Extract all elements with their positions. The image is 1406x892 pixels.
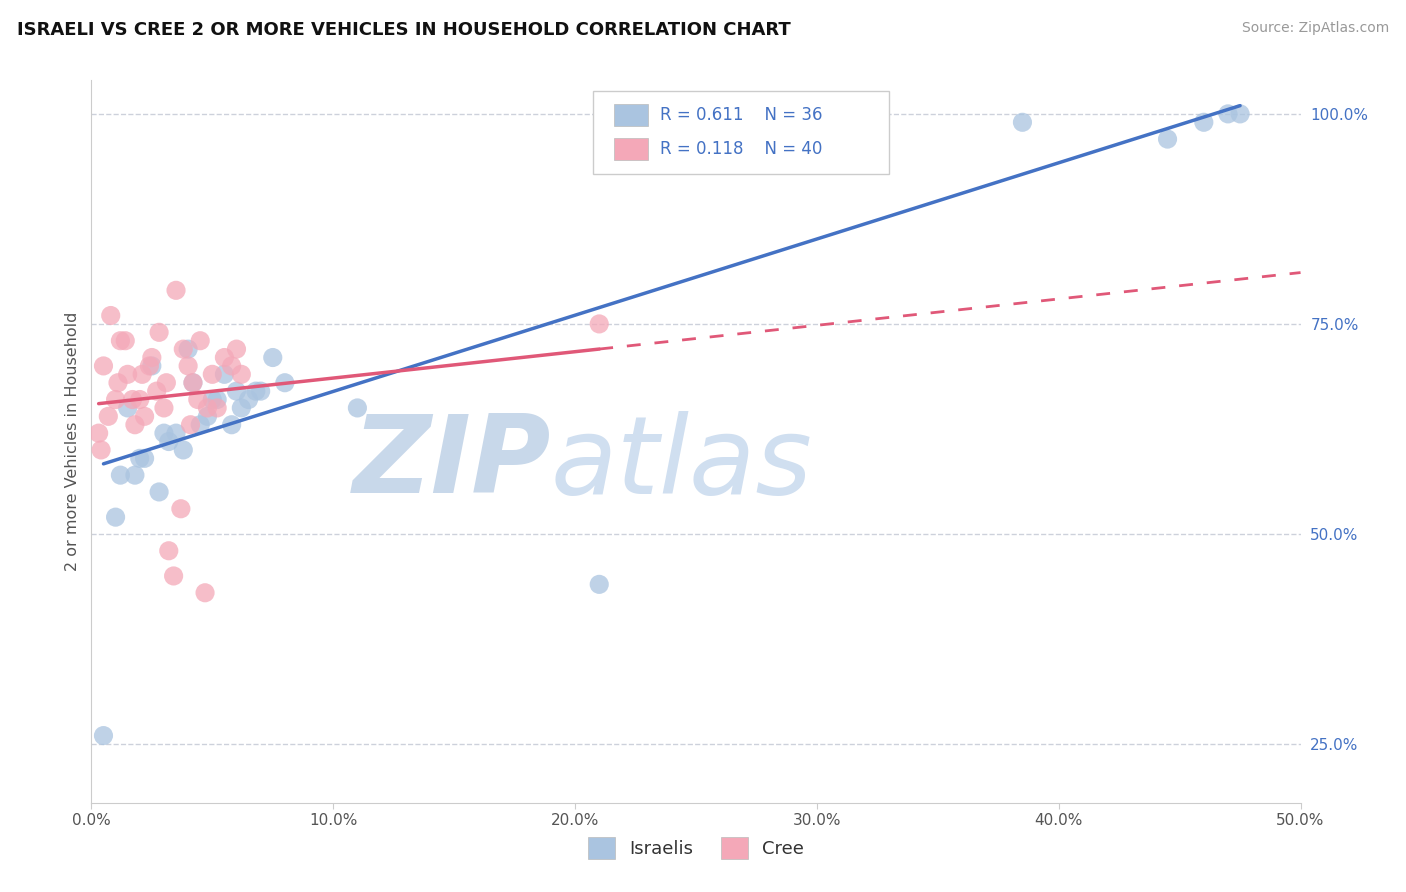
Text: R = 0.118    N = 40: R = 0.118 N = 40 <box>659 140 823 158</box>
Point <box>245 384 267 398</box>
Point <box>221 417 243 432</box>
Point <box>87 426 110 441</box>
Point <box>769 140 792 154</box>
Point <box>104 510 127 524</box>
Text: ZIP: ZIP <box>353 410 551 516</box>
Point <box>100 309 122 323</box>
Point <box>124 417 146 432</box>
Point <box>238 392 260 407</box>
Point <box>124 468 146 483</box>
Point <box>107 376 129 390</box>
Point <box>201 392 224 407</box>
Point <box>131 368 153 382</box>
Point <box>180 417 202 432</box>
Point <box>97 409 120 424</box>
Point <box>90 442 112 457</box>
Text: Source: ZipAtlas.com: Source: ZipAtlas.com <box>1241 21 1389 35</box>
Point <box>1011 115 1033 129</box>
Point <box>110 468 132 483</box>
FancyBboxPatch shape <box>593 91 890 174</box>
Point <box>588 577 610 591</box>
Point <box>117 368 139 382</box>
Point <box>588 317 610 331</box>
Point <box>153 426 176 441</box>
Point <box>121 392 143 407</box>
Point <box>93 359 115 373</box>
FancyBboxPatch shape <box>614 138 648 160</box>
Point <box>1229 107 1251 121</box>
Point <box>274 376 297 390</box>
Point <box>262 351 284 365</box>
Point <box>110 334 132 348</box>
Point <box>162 569 184 583</box>
Point <box>231 401 253 415</box>
FancyBboxPatch shape <box>614 104 648 126</box>
Point <box>148 485 170 500</box>
Text: R = 0.611    N = 36: R = 0.611 N = 36 <box>659 106 823 124</box>
Point <box>145 384 167 398</box>
Y-axis label: 2 or more Vehicles in Household: 2 or more Vehicles in Household <box>65 312 80 571</box>
Point <box>172 342 194 356</box>
Point <box>205 401 228 415</box>
Point <box>201 368 224 382</box>
Point <box>172 442 194 457</box>
Point <box>141 351 163 365</box>
Point <box>128 392 150 407</box>
Point <box>197 409 219 424</box>
Point <box>148 326 170 340</box>
Point <box>197 401 219 415</box>
Point <box>1156 132 1178 146</box>
Point <box>177 359 200 373</box>
Point <box>214 351 236 365</box>
Point <box>188 417 211 432</box>
Point <box>188 334 211 348</box>
Point <box>346 401 368 415</box>
Text: atlas: atlas <box>551 410 813 516</box>
Point <box>225 384 247 398</box>
Point <box>1216 107 1239 121</box>
Point <box>170 501 193 516</box>
Point <box>153 401 176 415</box>
Point <box>165 283 187 297</box>
Point <box>231 368 253 382</box>
Point <box>165 426 187 441</box>
Point <box>181 376 204 390</box>
Point <box>205 392 228 407</box>
Point <box>128 451 150 466</box>
Point <box>155 376 177 390</box>
Point <box>134 409 156 424</box>
Point <box>181 376 204 390</box>
Point <box>194 586 217 600</box>
Point <box>104 392 127 407</box>
Point <box>221 359 243 373</box>
Point <box>249 384 271 398</box>
Point <box>187 392 209 407</box>
Point <box>157 434 180 449</box>
Point <box>93 729 115 743</box>
Point <box>117 401 139 415</box>
Point <box>157 543 180 558</box>
Text: ISRAELI VS CREE 2 OR MORE VEHICLES IN HOUSEHOLD CORRELATION CHART: ISRAELI VS CREE 2 OR MORE VEHICLES IN HO… <box>17 21 790 38</box>
Point <box>134 451 156 466</box>
Point <box>114 334 136 348</box>
Point <box>225 342 247 356</box>
Point <box>1192 115 1215 129</box>
Point <box>177 342 200 356</box>
Point <box>138 359 160 373</box>
Legend: Israelis, Cree: Israelis, Cree <box>581 830 811 866</box>
Point <box>141 359 163 373</box>
Point <box>214 368 236 382</box>
